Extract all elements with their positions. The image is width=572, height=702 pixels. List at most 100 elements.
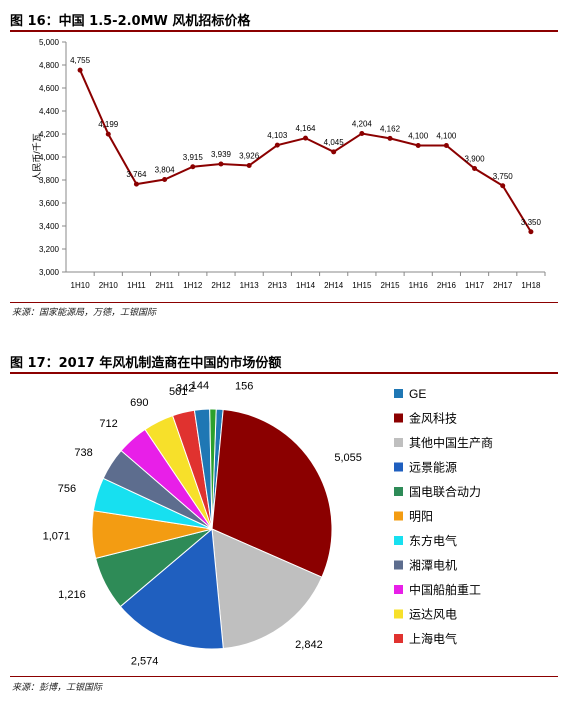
series-line <box>79 69 532 233</box>
figure1-source-rule <box>10 302 558 303</box>
data-point <box>415 143 421 148</box>
pie-slice <box>209 408 217 530</box>
figure2-source: 来源：彭博，工银国际 <box>12 683 103 693</box>
legend-label: 中国船舶重工 <box>409 582 481 597</box>
x-tick-label: 1H18 <box>521 281 541 290</box>
legend-label: 上海电气 <box>409 631 457 646</box>
legend-label: 东方电气 <box>409 533 457 548</box>
data-label: 4,162 <box>380 124 401 133</box>
data-label: 4,100 <box>408 132 429 141</box>
data-label: 3,900 <box>465 155 486 164</box>
y-tick-label: 4,400 <box>39 107 60 116</box>
data-point <box>246 163 252 169</box>
y-tick-label: 5,000 <box>39 38 60 47</box>
y-tick-label: 4,200 <box>39 130 60 139</box>
pie-value-label: 342 <box>176 382 194 394</box>
data-point <box>387 135 393 141</box>
data-point <box>359 131 365 137</box>
x-tick-label: 2H17 <box>493 281 513 290</box>
x-tick-label: 1H13 <box>240 281 260 290</box>
y-tick-label: 4,800 <box>39 61 60 70</box>
pie-slice <box>119 528 224 650</box>
legend-swatch <box>394 462 403 472</box>
data-point <box>77 67 83 73</box>
data-label: 4,199 <box>98 120 119 129</box>
data-point <box>331 149 337 155</box>
pie-value-label: 756 <box>58 483 76 495</box>
data-label: 4,164 <box>295 124 316 133</box>
x-tick-label: 1H17 <box>465 281 485 290</box>
y-axis-label: 人民币/千瓦 <box>32 133 42 181</box>
x-tick-label: 2H11 <box>155 281 174 290</box>
pie-value-label: 690 <box>130 397 148 409</box>
pie-slice <box>211 528 323 650</box>
x-tick-label: 2H15 <box>380 281 400 290</box>
legend-label: 湘潭电机 <box>409 558 457 573</box>
data-label: 3,804 <box>155 166 176 175</box>
data-label: 3,350 <box>521 218 542 227</box>
x-tick-label: 1H11 <box>127 281 146 290</box>
data-label: 4,045 <box>324 138 345 147</box>
data-label: 3,764 <box>126 170 147 179</box>
legend-label: 明阳 <box>409 510 433 524</box>
data-point <box>443 143 449 148</box>
y-tick-label: 3,000 <box>39 268 60 277</box>
y-tick-label: 3,200 <box>39 245 60 254</box>
data-point <box>528 229 534 235</box>
y-tick-label: 3,600 <box>39 199 60 208</box>
data-point <box>133 181 139 187</box>
legend-swatch <box>394 389 403 398</box>
legend-label: 远景能源 <box>409 461 457 475</box>
pie-value-label: 1,071 <box>43 531 71 543</box>
data-point <box>162 177 168 183</box>
x-tick-label: 2H14 <box>324 281 344 290</box>
data-point <box>472 166 478 171</box>
legend-swatch <box>394 634 403 643</box>
legend-label: 运达风电 <box>409 608 457 622</box>
legend-label: GE <box>409 387 426 401</box>
line-chart: 3,000 3,200 3,400 3,600 3,800 4,000 4,200 4,400… <box>32 38 546 290</box>
x-tick-label: 1H16 <box>409 281 429 290</box>
figure1-source: 来源：国家能源局，万德，工银国际 <box>12 308 157 318</box>
data-point <box>190 164 196 170</box>
legend-swatch <box>394 511 403 521</box>
legend-swatch <box>394 585 403 594</box>
y-tick-label: 4,600 <box>39 84 60 93</box>
legend-label: 国电联合动力 <box>409 484 481 499</box>
data-label: 4,204 <box>352 120 373 129</box>
x-tick-label: 1H15 <box>352 281 372 290</box>
pie-value-label: 1,216 <box>58 589 86 601</box>
data-point <box>274 142 280 148</box>
legend-swatch <box>394 536 403 545</box>
legend-swatch <box>394 413 403 423</box>
pie-value-label: 2,842 <box>295 639 323 651</box>
pie-value-label: 738 <box>74 447 92 459</box>
y-tick-label: 3,400 <box>39 222 60 231</box>
data-label: 4,100 <box>436 132 457 141</box>
legend-swatch <box>394 438 403 447</box>
data-label: 3,926 <box>239 152 260 161</box>
figure1-title: 图 16：中国 1.5-2.0MW 风机招标价格 <box>10 14 251 29</box>
legend-swatch <box>394 487 403 496</box>
legend-swatch <box>394 560 403 570</box>
pie-value-label: 144 <box>191 380 209 392</box>
data-point <box>303 135 308 141</box>
legend-swatch <box>394 609 403 619</box>
figure2-source-rule <box>10 676 558 677</box>
x-tick-label: 1H14 <box>296 281 316 290</box>
pie-value-label: 156 <box>235 380 253 392</box>
figure1-title-rule <box>10 30 558 32</box>
data-point <box>500 183 506 189</box>
pie-value-label: 501 <box>169 386 187 398</box>
data-label: 3,750 <box>493 172 514 181</box>
data-point <box>105 131 111 137</box>
x-tick-label: 1H12 <box>183 281 203 290</box>
figure2-title-rule <box>10 372 558 374</box>
figure2-title: 图 17：2017 年风机制造商在中国的市场份额 <box>10 356 282 371</box>
x-tick-label: 1H10 <box>71 281 91 290</box>
pie-value-label: 5,055 <box>334 452 362 464</box>
data-label: 3,939 <box>211 150 232 159</box>
y-tick-label: 3,800 <box>39 176 60 185</box>
x-tick-label: 2H10 <box>99 281 119 290</box>
data-label: 4,755 <box>70 56 91 65</box>
